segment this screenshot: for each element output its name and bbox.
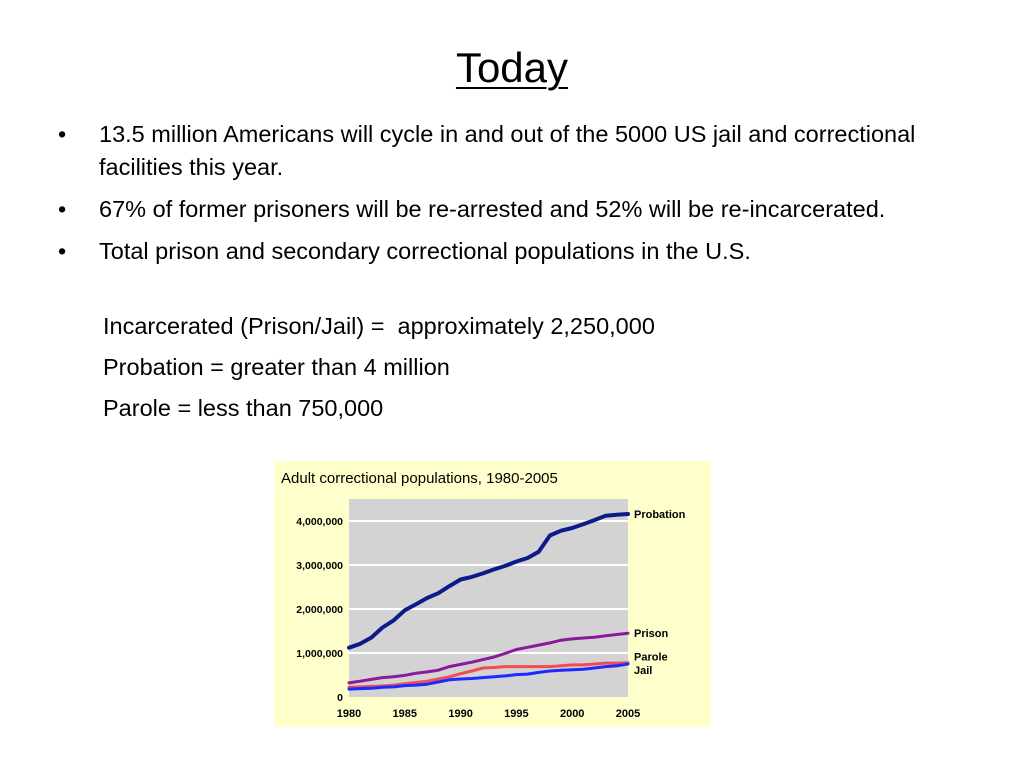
bullet-text: 67% of former prisoners will be re-arres… [99,196,886,222]
y-tick-label: 2,000,000 [296,604,343,616]
x-tick-label: 1980 [337,708,361,720]
x-tick-label: 2005 [616,708,640,720]
chart-title: Adult correctional populations, 1980-200… [281,470,558,487]
chart-svg: Adult correctional populations, 1980-200… [274,461,711,727]
x-tick-label: 1990 [448,708,472,720]
population-details: Incarcerated (Prison/Jail) = approximate… [103,310,655,433]
parole-line: Parole = less than 750,000 [103,395,384,421]
series-label-prison: Prison [634,628,669,640]
bullet-marker: • [58,196,67,222]
bullet-item: • 13.5 million Americans will cycle in a… [58,118,958,184]
y-tick-label: 0 [337,692,343,704]
y-tick-label: 3,000,000 [296,560,343,572]
correctional-populations-chart: Adult correctional populations, 1980-200… [274,461,711,727]
gridlines [349,520,628,654]
series-label-jail: Jail [634,665,652,677]
series-label-probation: Probation [634,509,686,521]
bullet-item: • Total prison and secondary correctiona… [58,235,958,268]
bullet-marker: • [58,238,67,264]
y-tick-label: 1,000,000 [296,648,343,660]
y-axis-ticks: 0 1,000,000 2,000,000 3,000,000 4,000,000 [296,516,343,704]
y-tick-label: 4,000,000 [296,516,343,528]
series-lines [347,512,630,691]
incarcerated-line: Incarcerated (Prison/Jail) = approximate… [103,313,655,339]
series-label-parole: Parole [634,652,668,664]
x-tick-label: 1995 [504,708,528,720]
slide-title: Today [455,44,569,91]
bullet-item: • 67% of former prisoners will be re-arr… [58,193,958,226]
bullet-marker: • [58,121,67,147]
series-line-probation [347,512,630,650]
series-line-prison [347,631,630,685]
bullet-list: • 13.5 million Americans will cycle in a… [58,118,958,277]
series-line-parole [347,661,630,689]
probation-line: Probation = greater than 4 million [103,354,450,380]
x-axis-ticks: 1980 1985 1990 1995 2000 2005 [337,708,640,720]
bullet-text: Total prison and secondary correctional … [99,238,751,264]
x-tick-label: 2000 [560,708,584,720]
x-tick-label: 1985 [393,708,417,720]
bullet-text: 13.5 million Americans will cycle in and… [99,121,916,180]
series-line-jail [347,662,630,691]
